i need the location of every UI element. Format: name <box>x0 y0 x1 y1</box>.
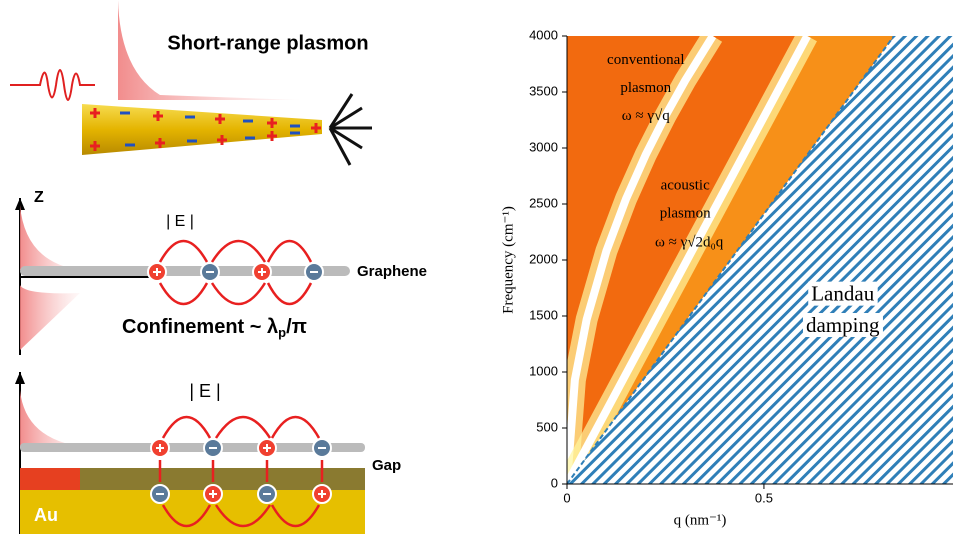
annotation: Landau <box>811 282 874 306</box>
y-tick-label: 4000 <box>529 27 558 42</box>
nanowire <box>82 104 322 155</box>
field-arrow <box>216 417 270 438</box>
gap-field <box>20 468 80 490</box>
y-tick-label: 0 <box>551 475 558 490</box>
field-profile-2 <box>20 390 85 447</box>
field-arrow <box>212 283 265 304</box>
y-tick-label: 500 <box>536 419 558 434</box>
confinement: Confinement ~ λp/π <box>122 316 307 340</box>
annotation: damping <box>806 313 880 337</box>
field-arrow <box>272 417 319 438</box>
field-arrow <box>212 241 265 262</box>
z-label: Z <box>34 189 44 206</box>
z-arrow-2 <box>15 372 25 384</box>
field-arrow <box>163 417 210 438</box>
y-tick-label: 2500 <box>529 195 558 210</box>
figure: Short-range plasmon Z Graphene | E | Con… <box>0 0 955 534</box>
y-tick-label: 1000 <box>529 363 558 378</box>
field-label: | E | <box>166 213 194 230</box>
chart: 0 500 1000 1500 2000 2500 3000 3500 4000 0 0.5 q (n… <box>500 27 953 528</box>
field-label-2: | E | <box>189 381 220 401</box>
annotation: acoustic <box>661 178 710 194</box>
light-pulse <box>10 70 95 100</box>
annotation: ω ≈ γ√q <box>622 108 670 124</box>
diagram-title: Short-range plasmon <box>167 32 368 54</box>
x-axis-label: q (nm⁻¹) <box>674 512 727 528</box>
graphene-sheet <box>20 266 350 276</box>
y-tick-label: 3000 <box>529 139 558 154</box>
x-tick-label: 0 <box>563 490 570 505</box>
field-arrow <box>160 241 207 262</box>
annotation: plasmon <box>660 206 711 222</box>
field-arrow <box>268 283 311 304</box>
gap-label: Gap <box>372 457 401 474</box>
y-axis-label: Frequency (cm⁻¹) <box>500 206 516 314</box>
field-arrow <box>268 241 311 262</box>
graphene-label: Graphene <box>357 263 427 280</box>
annotation: ω ≈ γ√2d₀q <box>655 235 724 251</box>
x-tick-label: 0.5 <box>755 490 773 505</box>
annotation: plasmon <box>620 80 671 96</box>
y-tick-label: 1500 <box>529 307 558 322</box>
y-tick-label: 3500 <box>529 83 558 98</box>
annotation: conventional <box>607 52 684 68</box>
metal-label: Au <box>34 505 58 525</box>
y-tick-label: 2000 <box>529 251 558 266</box>
scatter-arrows <box>330 94 372 165</box>
field-arrow <box>160 283 207 304</box>
plot-area <box>567 36 953 484</box>
page: Short-range plasmon Z Graphene | E | Con… <box>0 0 955 534</box>
